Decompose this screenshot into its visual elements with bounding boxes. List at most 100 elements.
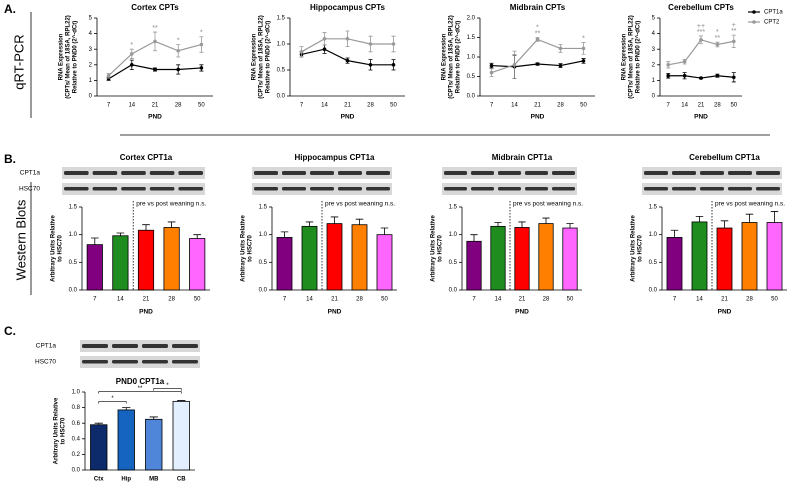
bar xyxy=(666,237,683,291)
y-axis-label: Arbitrary Units Relative xyxy=(241,215,247,282)
x-tick-label: 7 xyxy=(472,297,476,303)
x-axis-label: PND xyxy=(515,309,529,316)
x-tick-label: 21 xyxy=(331,297,338,303)
significance: * xyxy=(536,24,539,31)
y-tick-label: 1 xyxy=(89,78,93,84)
chart-title: Cerebellum CPT1a xyxy=(689,153,760,162)
blot-band xyxy=(644,171,668,175)
x-axis-label: PND xyxy=(718,309,732,316)
marker xyxy=(489,63,494,68)
line xyxy=(108,64,202,80)
bar xyxy=(145,418,163,471)
x-tick-label: 28 xyxy=(356,297,363,303)
blot-band xyxy=(498,187,521,191)
x-tick-label: 28 xyxy=(543,297,550,303)
chart-title: PND0 CPT1a xyxy=(116,377,165,386)
marker xyxy=(558,46,563,51)
blot-band xyxy=(142,344,168,348)
x-tick-label: 14 xyxy=(511,103,518,109)
x-tick-label: Ctx xyxy=(94,477,104,483)
x-tick-label: MB xyxy=(149,477,159,483)
bar xyxy=(301,225,318,291)
blot-band xyxy=(672,171,696,175)
y-tick-label: 0.0 xyxy=(259,288,268,294)
blot-band xyxy=(471,187,494,191)
annotation: pre vs post weaning n.s. xyxy=(325,201,395,208)
y-tick-label: 0.2 xyxy=(72,452,81,458)
significance: ** xyxy=(715,35,721,42)
significance: + xyxy=(732,22,736,29)
annotation: pre vs post weaning n.s. xyxy=(715,201,785,208)
blot xyxy=(80,340,200,352)
y-tick-label: 0.5 xyxy=(277,68,286,74)
significance: ++ xyxy=(697,23,705,30)
y-axis-label: Relative to PND0 (2^-dCt) xyxy=(636,21,642,94)
x-tick-label: 21 xyxy=(534,103,541,109)
bar xyxy=(562,227,578,291)
error-bar xyxy=(355,218,364,225)
y-tick-label: 0.0 xyxy=(277,94,286,100)
x-axis-label: PND xyxy=(139,309,153,316)
significance: * xyxy=(130,42,133,49)
y-axis-label: Relative to PND0 (2^-dCt) xyxy=(456,21,462,94)
x-tick-label: 28 xyxy=(714,103,721,109)
y-axis-label: Relative to PND0 (2^-dCt) xyxy=(73,21,79,94)
y-axis-label: RNA Expression xyxy=(622,33,628,80)
significance: ** xyxy=(138,386,143,392)
panel-label: C. xyxy=(4,324,16,338)
marker xyxy=(130,63,134,67)
chart-title: Midbrain CPT1a xyxy=(492,153,553,162)
y-tick-label: 0.5 xyxy=(449,260,458,266)
y-axis-label: to HSC70 xyxy=(438,235,444,262)
bracket xyxy=(98,391,182,394)
marker xyxy=(299,50,304,54)
y-tick-label: 3 xyxy=(652,47,656,53)
significance: * xyxy=(582,35,585,42)
y-tick-label: 1.5 xyxy=(467,35,476,41)
marker xyxy=(732,75,736,80)
panel-label: B. xyxy=(4,152,16,166)
blot-band xyxy=(728,171,752,175)
blot-band xyxy=(64,187,89,191)
x-tick-label: 50 xyxy=(381,297,388,303)
blot-band xyxy=(64,171,89,175)
y-axis-label: Arbitrary Units Relative xyxy=(431,215,437,282)
blot-label: CPT1a xyxy=(36,343,57,350)
marker xyxy=(176,48,180,53)
marker xyxy=(153,39,157,44)
marker xyxy=(176,67,180,72)
y-axis-label: to HSC70 xyxy=(61,417,67,444)
annotation: pre vs post weaning n.s. xyxy=(513,201,583,208)
x-tick-label: 21 xyxy=(721,297,728,303)
y-axis-label: Arbitrary Units Relative xyxy=(54,397,60,464)
blot-band xyxy=(310,187,334,191)
error-bar xyxy=(193,234,202,239)
blot-band xyxy=(149,187,175,191)
panel-label: A. xyxy=(4,2,16,16)
marker xyxy=(682,73,687,78)
bar xyxy=(326,223,343,291)
blot-band xyxy=(82,344,108,348)
y-tick-label: 1.0 xyxy=(69,232,78,238)
blot-band xyxy=(366,187,390,191)
x-axis-label: PND xyxy=(531,114,545,121)
y-tick-label: 1.5 xyxy=(449,205,458,211)
x-tick-label: 50 xyxy=(580,103,587,109)
x-tick-label: 7 xyxy=(283,297,287,303)
side-label: qRT-PCR xyxy=(11,34,26,89)
y-tick-label: 5 xyxy=(89,16,93,22)
error-bar xyxy=(720,220,729,229)
x-tick-label: 7 xyxy=(300,103,304,109)
blot-band xyxy=(142,360,168,364)
marker xyxy=(666,63,670,67)
marker xyxy=(535,62,540,66)
blot-band xyxy=(552,171,575,175)
y-tick-label: 1.5 xyxy=(277,16,286,22)
x-tick-label: 21 xyxy=(152,103,159,109)
bar xyxy=(163,227,180,291)
marker xyxy=(699,76,703,80)
x-tick-label: 28 xyxy=(367,103,374,109)
y-axis-label: RNA Expression xyxy=(442,33,448,80)
blot-band xyxy=(92,187,118,191)
x-tick-label: 21 xyxy=(698,103,705,109)
